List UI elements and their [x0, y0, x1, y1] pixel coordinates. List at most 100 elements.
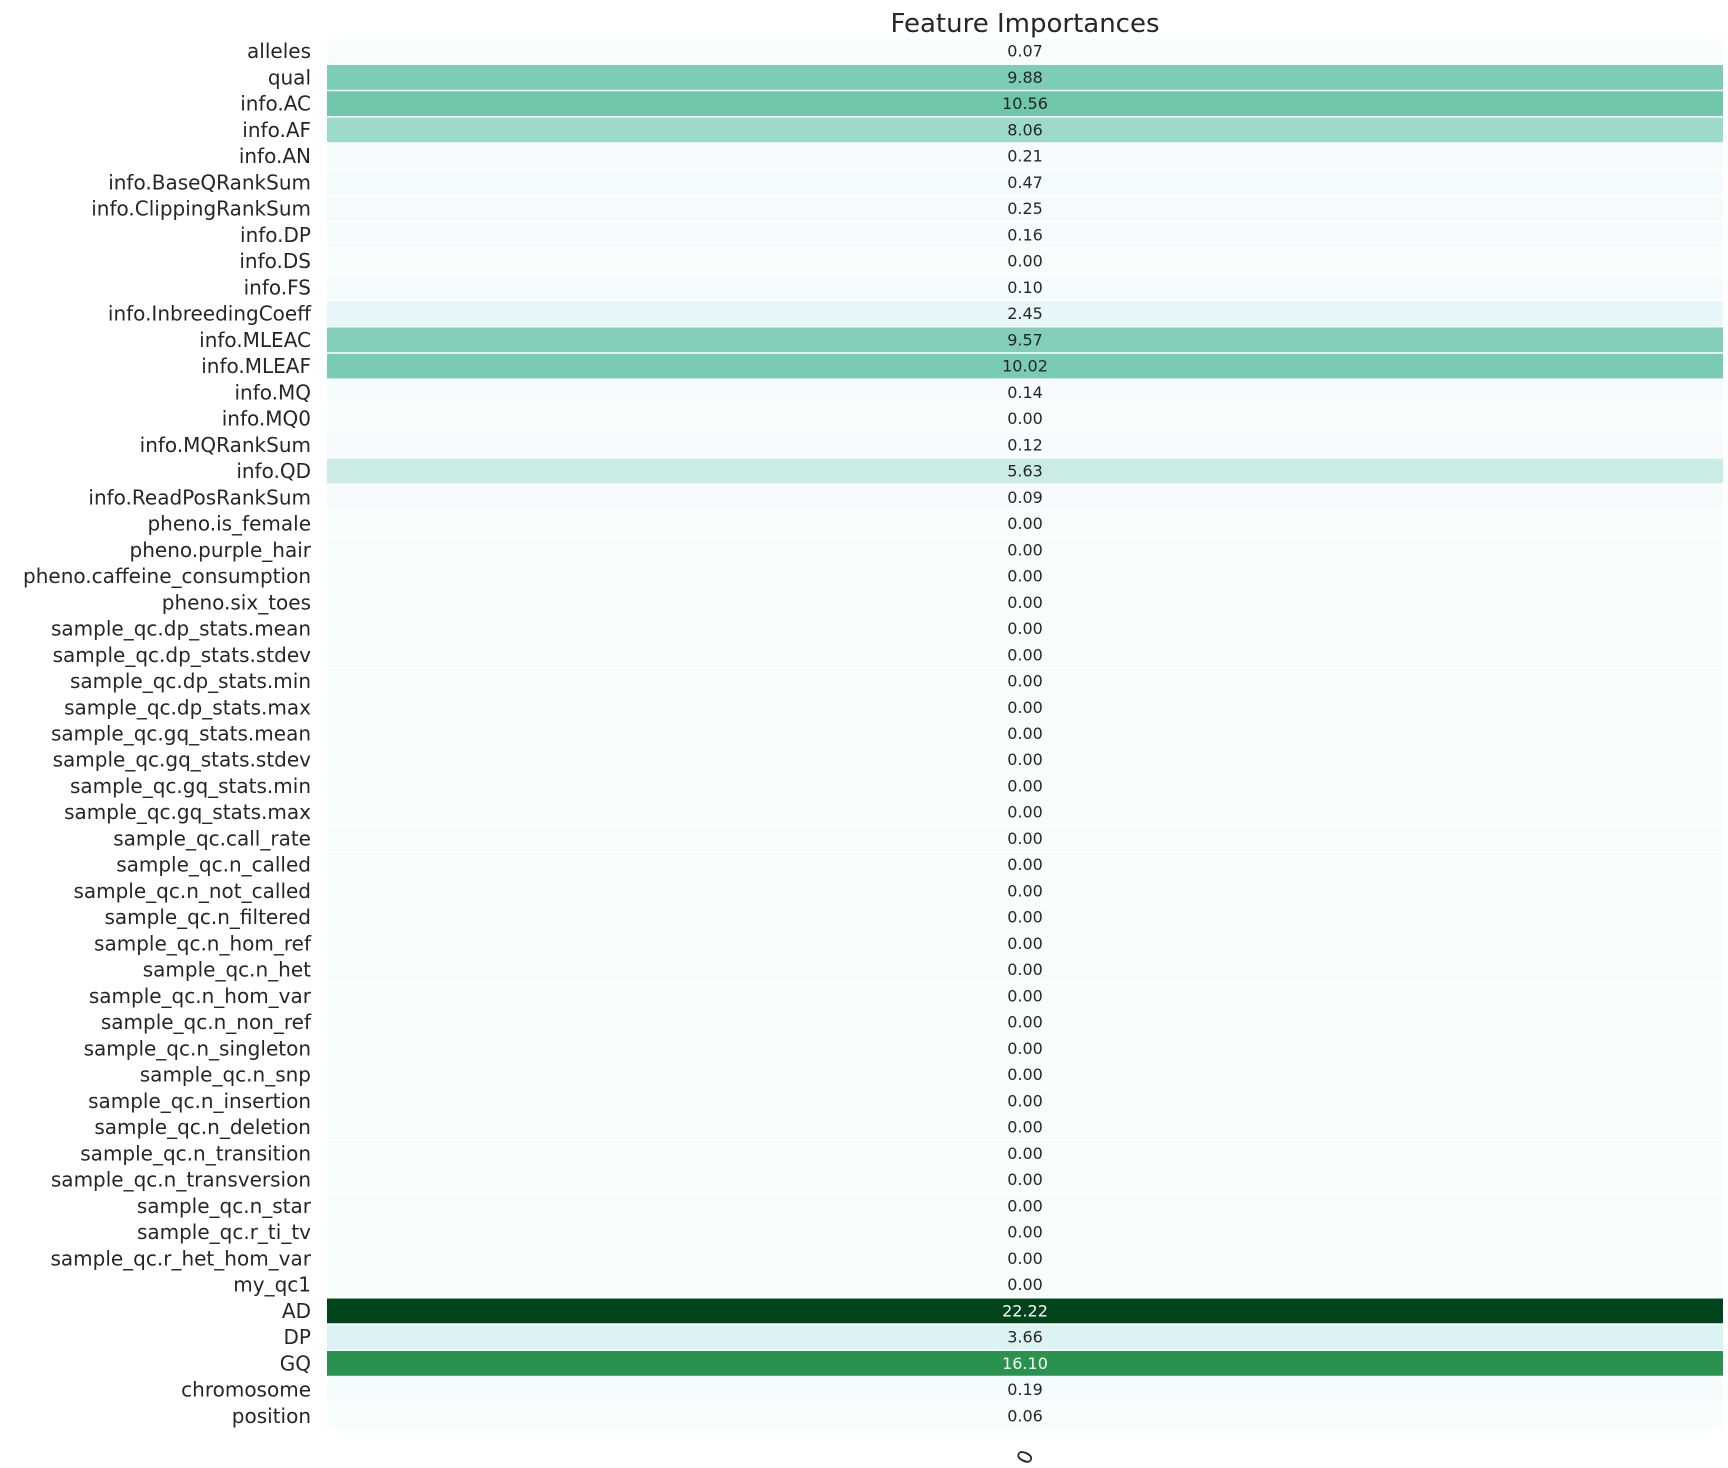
cell-value-label: 0.25: [1007, 199, 1043, 218]
cell-value-label: 0.00: [1007, 409, 1043, 428]
row-label: pheno.caffeine_consumption: [23, 564, 311, 588]
cell-value-label: 5.63: [1007, 462, 1043, 481]
heatmap-cell: [327, 91, 1723, 116]
heatmap-cell: [327, 1377, 1723, 1403]
cell-value-label: 8.06: [1007, 120, 1043, 139]
heatmap-cell: [327, 1167, 1723, 1193]
row-label: info.QD: [236, 459, 311, 483]
cell-value-label: 0.00: [1007, 803, 1043, 822]
cell-value-label: 0.00: [1007, 1170, 1043, 1189]
row-label: info.AF: [242, 118, 311, 142]
heatmap-cell: [327, 117, 1723, 143]
row-label: info.InbreedingCoeff: [108, 302, 312, 326]
heatmap-cell: [327, 1219, 1723, 1245]
row-label: sample_qc.r_het_hom_var: [50, 1246, 311, 1270]
heatmap-cell: [327, 668, 1723, 694]
row-label: info.MLEAC: [199, 328, 311, 352]
heatmap-cell: [327, 248, 1723, 274]
cell-value-label: 0.00: [1007, 776, 1043, 795]
cell-value-label: 0.00: [1007, 1091, 1043, 1110]
row-label: AD: [282, 1299, 311, 1323]
row-label: DP: [284, 1325, 311, 1349]
row-label: GQ: [280, 1351, 311, 1375]
heatmap-cell: [327, 484, 1723, 510]
row-label: chromosome: [181, 1378, 311, 1402]
row-label: alleles: [247, 39, 311, 63]
cell-value-label: 0.10: [1007, 278, 1043, 297]
row-label: sample_qc.dp_stats.mean: [51, 617, 311, 641]
cell-value-label: 0.00: [1007, 1118, 1043, 1137]
heatmap-cell: [327, 878, 1723, 904]
cell-value-label: 0.06: [1007, 1406, 1043, 1425]
row-label: sample_qc.n_snp: [140, 1063, 311, 1087]
row-label: sample_qc.gq_stats.mean: [51, 722, 311, 746]
row-label: info.DS: [239, 249, 311, 273]
row-label: sample_qc.n_singleton: [84, 1036, 311, 1060]
heatmap-cell: [327, 799, 1723, 825]
row-label: sample_qc.gq_stats.max: [64, 800, 311, 824]
cell-value-label: 0.00: [1007, 855, 1043, 874]
cell-value-label: 0.00: [1007, 1275, 1043, 1294]
heatmap-cell: [327, 169, 1723, 195]
row-label: info.MLEAF: [201, 354, 311, 378]
heatmap-cell: [327, 537, 1723, 563]
cell-value-label: 0.00: [1007, 724, 1043, 743]
row-label: sample_qc.gq_stats.stdev: [53, 748, 312, 772]
row-label: sample_qc.n_not_called: [73, 879, 311, 903]
row-label: my_qc1: [233, 1273, 311, 1297]
heatmap-cell: [327, 64, 1723, 90]
heatmap-cell: [327, 38, 1723, 64]
heatmap-cell: [327, 1062, 1723, 1088]
row-label: info.ClippingRankSum: [91, 197, 311, 221]
cell-value-label: 0.12: [1007, 435, 1043, 454]
row-label: info.AN: [239, 144, 311, 168]
heatmap-cell: [327, 143, 1723, 169]
cell-value-label: 0.00: [1007, 1039, 1043, 1058]
row-label: info.MQ: [234, 380, 311, 404]
heatmap-cell: [327, 1272, 1723, 1298]
cell-value-label: 0.00: [1007, 960, 1043, 979]
heatmap-cell: [327, 747, 1723, 773]
heatmap-cell: [327, 1351, 1723, 1376]
row-label: sample_qc.n_transition: [80, 1141, 311, 1165]
row-label: info.ReadPosRankSum: [88, 485, 311, 509]
heatmap-cell: [327, 274, 1723, 300]
row-label: sample_qc.n_het: [143, 958, 311, 982]
heatmap-cell: [327, 1009, 1723, 1035]
cell-value-label: 0.00: [1007, 1065, 1043, 1084]
cell-value-label: 0.00: [1007, 593, 1043, 612]
heatmap-cell: [327, 773, 1723, 799]
heatmap-cell: [327, 1298, 1723, 1324]
heatmap-cell: [327, 1114, 1723, 1140]
cell-value-label: 0.00: [1007, 1196, 1043, 1215]
heatmap-cell: [327, 353, 1723, 379]
row-label: sample_qc.n_filtered: [104, 905, 311, 929]
cell-value-label: 0.00: [1007, 514, 1043, 533]
heatmap-cell: [327, 301, 1723, 326]
row-label: sample_qc.gq_stats.min: [70, 774, 311, 798]
cell-value-label: 0.19: [1007, 1380, 1043, 1399]
heatmap-cell: [327, 1324, 1723, 1350]
cell-value-label: 0.00: [1007, 567, 1043, 586]
row-label: info.MQRankSum: [140, 433, 311, 457]
row-label: sample_qc.n_hom_var: [89, 984, 312, 1008]
cell-value-label: 22.22: [1002, 1301, 1048, 1320]
cell-values: 0.07 9.88 10.56 8.06 0.21 0.47 0.25 0.16 0.00 0.1…: [1002, 42, 1048, 1426]
cell-value-label: 0.00: [1007, 698, 1043, 717]
cell-value-label: 0.07: [1007, 42, 1043, 61]
row-label: sample_qc.call_rate: [113, 826, 311, 850]
heatmap-cell: [327, 589, 1723, 615]
heatmap-cell: [327, 563, 1723, 589]
cell-value-label: 0.00: [1007, 934, 1043, 953]
cell-value-label: 2.45: [1007, 304, 1043, 323]
heatmap-cell: [327, 1036, 1723, 1061]
row-label: sample_qc.n_deletion: [94, 1115, 311, 1139]
cell-value-label: 0.47: [1007, 173, 1043, 192]
heatmap-cell: [327, 1088, 1723, 1114]
cell-value-label: 0.21: [1007, 147, 1043, 166]
row-label: info.FS: [244, 275, 311, 299]
cell-value-label: 0.00: [1007, 1223, 1043, 1242]
heatmap-cell: [327, 1193, 1723, 1219]
row-label: pheno.purple_hair: [130, 538, 312, 562]
heatmap-cell: [327, 957, 1723, 983]
